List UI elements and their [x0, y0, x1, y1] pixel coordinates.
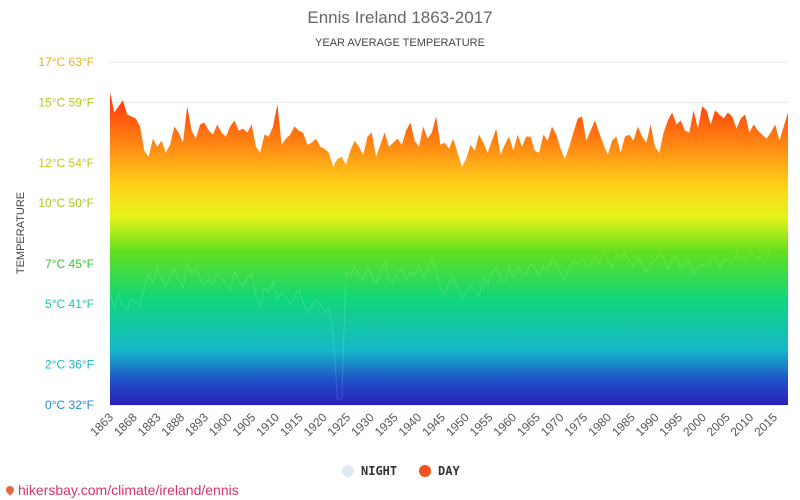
- x-tick-label: 1920: [301, 410, 330, 439]
- x-tick-label: 1990: [633, 410, 662, 439]
- legend-night-label: NIGHT: [361, 464, 397, 478]
- x-tick-label: 1995: [656, 410, 685, 439]
- y-axis-label: TEMPERATURE: [15, 192, 27, 274]
- x-tick-label: 2005: [704, 410, 733, 439]
- x-tick-label: 1950: [443, 410, 472, 439]
- x-tick-label: 1905: [230, 410, 259, 439]
- legend-night-marker: [342, 465, 354, 477]
- x-tick-label: 1883: [135, 410, 164, 439]
- x-tick-label: 1930: [348, 410, 377, 439]
- x-tick-label: 2010: [728, 410, 757, 439]
- legend-day-label: DAY: [438, 464, 460, 478]
- legend-day-marker: [419, 465, 431, 477]
- y-tick-label: 10°C 50°F: [38, 196, 94, 210]
- source-link[interactable]: hikersbay.com/climate/ireland/ennis: [4, 482, 239, 498]
- y-axis-ticks: 0°C 32°F 2°C 36°F 5°C 41°F 7°C 45°F 10°C 50°…: [38, 55, 94, 412]
- x-tick-label: 1900: [206, 410, 235, 439]
- x-tick-label: 1980: [585, 410, 614, 439]
- x-tick-label: 1965: [514, 410, 543, 439]
- x-tick-label: 2000: [680, 410, 709, 439]
- y-tick-label: 12°C 54°F: [38, 156, 94, 170]
- legend-item-day[interactable]: DAY: [419, 464, 460, 478]
- y-tick-label: 0°C 32°F: [45, 398, 94, 412]
- x-tick-label: 1940: [396, 410, 425, 439]
- x-axis-ticks: 1863186818831888189319001905191019151920…: [87, 410, 780, 439]
- y-tick-label: 5°C 41°F: [45, 297, 94, 311]
- x-tick-label: 1985: [609, 410, 638, 439]
- night-series-area: [109, 249, 772, 400]
- temperature-area: [109, 92, 788, 405]
- legend: NIGHT DAY: [342, 464, 460, 478]
- y-tick-label: 15°C 59°F: [38, 95, 94, 109]
- chart-subtitle: YEAR AVERAGE TEMPERATURE: [315, 37, 485, 49]
- y-tick-label: 7°C 45°F: [45, 257, 94, 271]
- x-tick-label: 1888: [158, 410, 187, 439]
- location-pin-icon: [4, 484, 16, 496]
- chart-title: Ennis Ireland 1863-2017: [307, 8, 492, 27]
- x-tick-label: 2015: [751, 410, 780, 439]
- x-tick-label: 1955: [467, 410, 496, 439]
- x-tick-label: 1915: [277, 410, 306, 439]
- x-tick-label: 1935: [372, 410, 401, 439]
- x-tick-label: 1975: [562, 410, 591, 439]
- x-tick-label: 1863: [87, 410, 116, 439]
- source-url: hikersbay.com/climate/ireland/ennis: [18, 482, 239, 498]
- x-tick-label: 1868: [111, 410, 140, 439]
- x-tick-label: 1910: [253, 410, 282, 439]
- x-tick-label: 1945: [419, 410, 448, 439]
- x-tick-label: 1925: [324, 410, 353, 439]
- day-series-area: [110, 92, 788, 405]
- y-tick-label: 2°C 36°F: [45, 358, 94, 372]
- x-tick-label: 1970: [538, 410, 567, 439]
- legend-item-night[interactable]: NIGHT: [342, 464, 397, 478]
- x-tick-label: 1893: [182, 410, 211, 439]
- x-tick-label: 1960: [490, 410, 519, 439]
- y-tick-label: 17°C 63°F: [38, 55, 94, 69]
